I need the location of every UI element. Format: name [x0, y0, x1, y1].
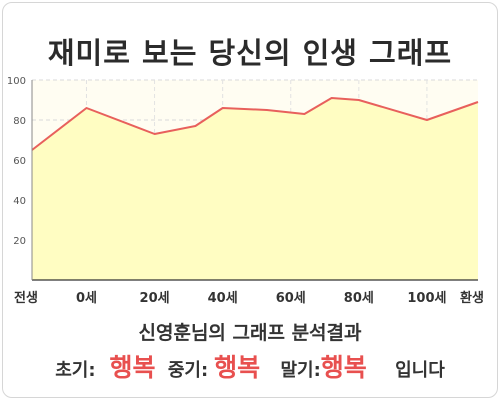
- late-label: 말기:: [280, 360, 321, 381]
- y-tick-label-4: 100: [7, 76, 26, 87]
- y-tick-label-2: 60: [13, 156, 26, 167]
- ending-text: 입니다: [395, 360, 445, 381]
- x-tick-label-1: 0세: [76, 291, 97, 306]
- x-tick-label-6: 100세: [407, 291, 446, 306]
- life-line: [31, 97, 479, 151]
- late-value: 행복: [320, 353, 367, 382]
- life-area: [32, 98, 478, 280]
- y-tick-labels: 20 40 60 80 100: [7, 76, 26, 247]
- middle-label: 중기:: [167, 360, 209, 381]
- page-title: 재미로 보는 당신의 인생 그래프: [47, 36, 453, 70]
- early-label: 초기:: [55, 360, 96, 381]
- x-tick-label-5: 80세: [344, 291, 374, 306]
- y-tick-label-1: 40: [13, 196, 26, 207]
- x-tick-label-4: 60세: [276, 291, 306, 306]
- middle-value: 행복: [214, 353, 261, 382]
- y-tick-label-3: 80: [13, 116, 26, 127]
- x-tick-label-7: 환생: [460, 290, 484, 306]
- x-tick-label-2: 20세: [140, 291, 170, 306]
- y-tick-label-0: 20: [13, 236, 26, 247]
- analysis-result: 초기: 행복 중기: 행복 말기:행복 입니다: [0, 348, 500, 384]
- x-tick-labels: 전생 0세 20세 40세 60세 80세 100세 환생: [14, 290, 484, 306]
- x-tick-label-3: 40세: [208, 291, 238, 306]
- analysis-heading: 신영훈님의 그래프 분석결과: [138, 322, 362, 344]
- early-value: 행복: [109, 353, 156, 382]
- x-tick-label-0: 전생: [14, 290, 38, 306]
